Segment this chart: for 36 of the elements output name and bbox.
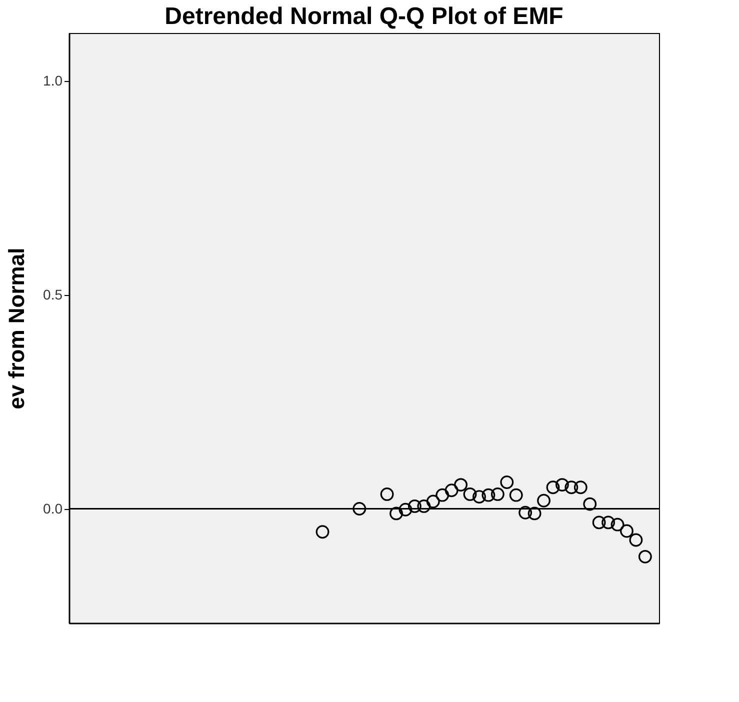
point (564, 480, 578, 494)
point (620, 524, 634, 538)
point (518, 506, 532, 520)
point (482, 488, 496, 502)
point (454, 478, 468, 492)
point (390, 506, 403, 520)
point (463, 488, 477, 501)
point (417, 499, 431, 513)
point (509, 488, 523, 502)
point (546, 480, 560, 494)
point (555, 478, 569, 492)
y-tick-label: 1.0 (43, 72, 63, 88)
point (610, 518, 624, 532)
point (592, 516, 606, 530)
point (380, 488, 394, 501)
y-tick-label: 0.5 (43, 286, 63, 302)
point (426, 494, 440, 508)
point (638, 550, 652, 564)
point (537, 494, 550, 508)
point (316, 525, 330, 539)
point (500, 476, 514, 489)
point (398, 502, 412, 516)
chart-title: Detrended Normal Q-Q Plot of EMF (164, 3, 564, 30)
point (602, 516, 616, 530)
point (408, 499, 422, 513)
y-axis-title: ev from Normal (4, 248, 30, 410)
point (472, 490, 486, 504)
point (352, 502, 366, 516)
point (528, 506, 542, 520)
point (444, 484, 458, 498)
y-tick-label: 0.0 (43, 500, 63, 516)
point (629, 533, 643, 547)
point (583, 497, 597, 511)
point (574, 480, 588, 494)
point (490, 488, 504, 501)
point (436, 488, 450, 502)
